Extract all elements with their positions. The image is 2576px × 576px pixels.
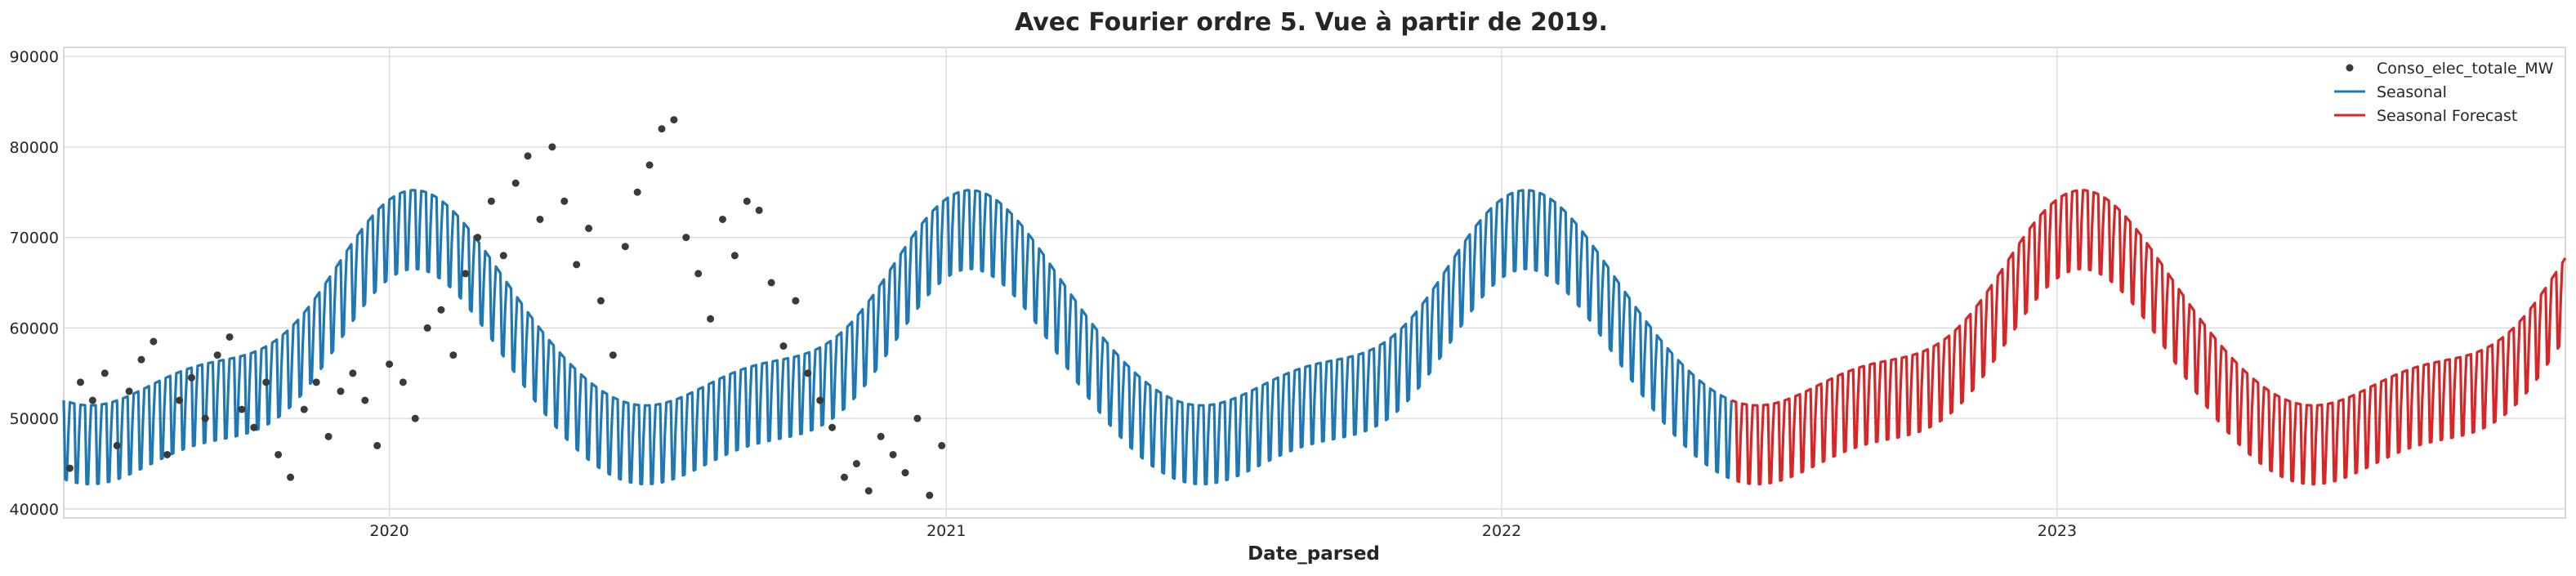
y-tick-label: 60000	[10, 319, 59, 337]
data-point	[411, 414, 419, 422]
data-point	[718, 215, 726, 223]
data-point	[670, 116, 678, 124]
x-axis-ticks: 2020 2021 2022 2023	[369, 522, 2077, 540]
data-point	[213, 351, 221, 359]
data-point	[88, 396, 96, 404]
data-point	[312, 378, 320, 386]
data-point	[536, 215, 544, 223]
data-point	[864, 487, 873, 495]
y-tick-label: 50000	[10, 410, 59, 428]
y-tick-label: 40000	[10, 501, 59, 519]
y-tick-label: 80000	[10, 139, 59, 157]
legend-marker-observed	[2346, 64, 2354, 72]
legend-label-observed: Conso_elec_totale_MW	[2377, 60, 2554, 78]
series-line-seasonal	[62, 189, 1733, 486]
data-point	[487, 197, 495, 205]
x-axis-label: Date_parsed	[1248, 543, 1380, 565]
data-point	[901, 469, 909, 477]
data-point	[548, 143, 556, 151]
data-point	[828, 423, 837, 431]
data-point	[250, 423, 258, 431]
data-point	[201, 414, 209, 422]
data-point	[609, 351, 617, 359]
y-tick-label: 70000	[10, 230, 59, 248]
data-point	[816, 396, 824, 404]
data-point	[187, 373, 195, 382]
data-point	[474, 234, 482, 242]
data-point	[792, 297, 800, 305]
data-point	[743, 197, 751, 205]
data-point	[889, 450, 897, 458]
data-point	[462, 270, 470, 278]
data-point	[560, 197, 569, 205]
data-point	[682, 234, 690, 242]
data-point	[300, 405, 308, 413]
y-axis-ticks: 40000 50000 60000 70000 80000 90000	[10, 48, 59, 519]
data-point	[113, 441, 121, 449]
data-point	[913, 414, 922, 422]
x-tick-label: 2021	[926, 522, 966, 540]
y-tick-label: 90000	[10, 48, 59, 66]
data-point	[423, 324, 431, 332]
data-point	[137, 355, 145, 364]
data-point	[767, 279, 775, 287]
data-point	[585, 225, 593, 233]
data-point	[176, 396, 184, 404]
data-point	[373, 441, 382, 449]
data-point	[707, 315, 715, 323]
data-point	[324, 432, 333, 440]
x-tick-label: 2020	[369, 522, 408, 540]
data-point	[877, 432, 885, 440]
data-point	[840, 473, 848, 481]
data-point	[694, 270, 703, 278]
data-point	[755, 206, 763, 214]
data-point	[658, 125, 666, 133]
data-point	[779, 342, 788, 351]
data-point	[76, 378, 84, 386]
legend: Conso_elec_totale_MW Seasonal Seasonal F…	[2334, 60, 2554, 125]
data-point	[621, 243, 629, 251]
legend-label-forecast: Seasonal Forecast	[2377, 107, 2517, 125]
x-tick-label: 2022	[1482, 522, 1521, 540]
data-point	[125, 387, 133, 395]
data-point	[926, 491, 934, 499]
data-point	[386, 360, 394, 368]
data-point	[238, 405, 246, 413]
data-point	[65, 464, 74, 472]
data-point	[100, 369, 109, 377]
data-point	[349, 369, 357, 377]
data-point	[499, 252, 507, 260]
data-point	[337, 387, 345, 395]
data-point	[633, 188, 641, 196]
data-point	[852, 460, 860, 468]
data-point	[262, 378, 270, 386]
legend-label-seasonal: Seasonal	[2377, 83, 2447, 101]
data-point	[730, 252, 739, 260]
data-point	[437, 306, 445, 314]
chart-title: Avec Fourier ordre 5. Vue à partir de 20…	[1015, 8, 1608, 37]
data-point	[275, 450, 283, 458]
data-point	[804, 369, 812, 377]
data-point	[287, 473, 295, 481]
data-point	[361, 396, 369, 404]
data-point	[511, 179, 520, 187]
data-point	[449, 351, 458, 359]
data-point	[225, 333, 234, 341]
data-point	[399, 378, 407, 386]
data-point	[150, 337, 158, 346]
series-line-seasonal-forecast	[1730, 189, 2567, 486]
data-point	[938, 441, 946, 449]
plot-area	[63, 47, 2566, 519]
data-point	[573, 261, 581, 269]
x-tick-label: 2023	[2038, 522, 2077, 540]
series-layer	[62, 189, 2567, 486]
scatter-layer	[65, 116, 946, 499]
data-point	[645, 161, 654, 169]
data-point	[163, 450, 172, 458]
data-point	[524, 152, 532, 160]
data-point	[596, 297, 605, 305]
